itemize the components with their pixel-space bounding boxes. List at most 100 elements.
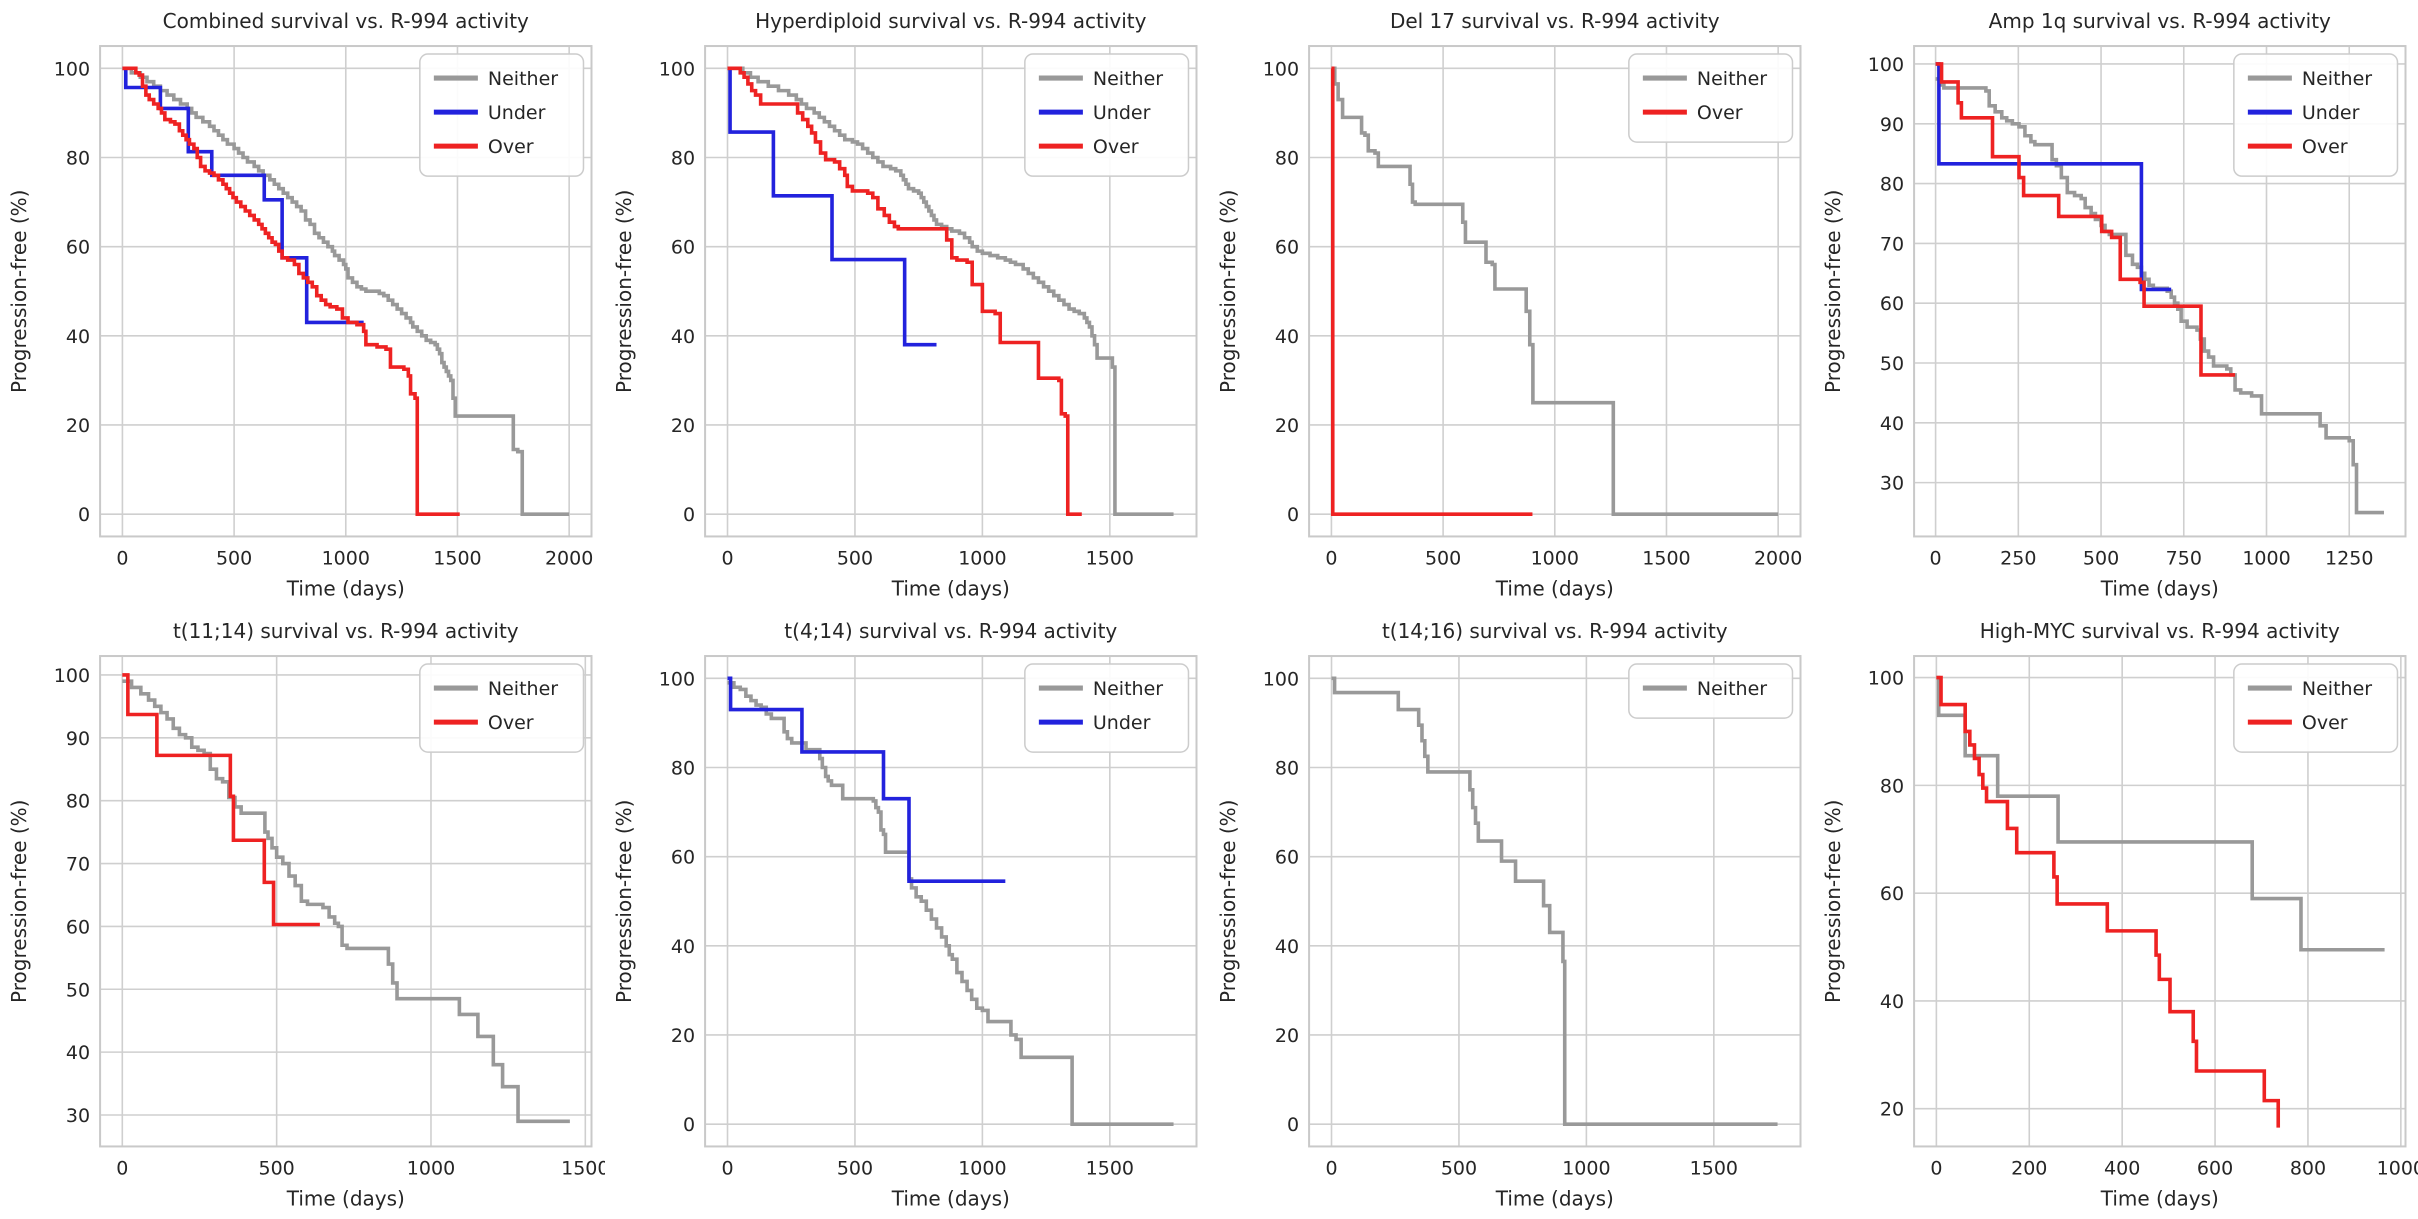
legend-label-over: Over — [1697, 102, 1743, 124]
legend-label-neither: Neither — [2301, 68, 2371, 90]
x-tick-label: 800 — [2289, 1157, 2325, 1179]
y-tick-label: 80 — [1879, 174, 1903, 196]
x-tick-label: 1250 — [2325, 547, 2373, 569]
x-tick-label: 0 — [1325, 547, 1337, 569]
x-tick-label: 1000 — [2376, 1157, 2418, 1179]
legend: Neither Under — [1024, 664, 1188, 752]
x-axis-label: Time (days) — [890, 1186, 1009, 1210]
y-tick-label: 60 — [1275, 846, 1299, 868]
y-tick-label: 100 — [54, 58, 90, 80]
y-tick-label: 60 — [66, 916, 90, 938]
legend-label-under: Under — [2301, 102, 2359, 124]
legend: Neither — [1629, 664, 1793, 718]
y-tick-label: 80 — [670, 147, 694, 169]
legend-label-neither: Neither — [1697, 678, 1767, 700]
legend-label-neither: Neither — [1092, 678, 1162, 700]
y-tick-label: 100 — [658, 58, 694, 80]
x-tick-label: 1500 — [1690, 1157, 1738, 1179]
chart-title: Combined survival vs. R-994 activity — [163, 9, 529, 33]
legend-label-neither: Neither — [488, 68, 558, 90]
y-tick-label: 40 — [66, 326, 90, 348]
y-axis-label: Progression-free (%) — [1821, 799, 1845, 1002]
x-tick-label: 500 — [259, 1157, 295, 1179]
y-tick-label: 100 — [1263, 668, 1299, 690]
y-axis-label: Progression-free (%) — [7, 799, 31, 1002]
y-tick-label: 0 — [1287, 504, 1299, 526]
y-tick-label: 80 — [670, 757, 694, 779]
y-tick-label: 20 — [1275, 1024, 1299, 1046]
y-tick-label: 80 — [66, 790, 90, 812]
legend-label-neither: Neither — [1092, 68, 1162, 90]
y-tick-label: 40 — [670, 935, 694, 957]
y-tick-label: 30 — [1879, 473, 1903, 495]
x-tick-label: 1500 — [433, 547, 481, 569]
y-tick-label: 80 — [1275, 147, 1299, 169]
x-tick-label: 500 — [836, 547, 872, 569]
legend-label-over: Over — [488, 136, 534, 158]
y-tick-label: 100 — [1263, 58, 1299, 80]
x-tick-label: 500 — [216, 547, 252, 569]
y-tick-label: 0 — [78, 504, 90, 526]
chart-title: t(14;16) survival vs. R-994 activity — [1382, 619, 1728, 643]
x-tick-label: 0 — [116, 1157, 128, 1179]
x-tick-label: 1000 — [958, 547, 1006, 569]
x-axis-label: Time (days) — [286, 576, 405, 600]
x-tick-label: 400 — [2104, 1157, 2140, 1179]
x-tick-label: 2000 — [1754, 547, 1802, 569]
x-tick-label: 250 — [2000, 547, 2036, 569]
legend-label-over: Over — [488, 712, 534, 734]
x-tick-label: 1000 — [322, 547, 370, 569]
y-tick-label: 0 — [1287, 1114, 1299, 1136]
x-tick-label: 750 — [2165, 547, 2201, 569]
legend: Neither Over — [420, 664, 584, 752]
legend-label-over: Over — [2301, 136, 2347, 158]
y-tick-label: 40 — [66, 1042, 90, 1064]
y-tick-label: 100 — [1867, 54, 1903, 76]
y-tick-label: 20 — [1879, 1098, 1903, 1120]
y-tick-label: 60 — [670, 237, 694, 259]
x-tick-label: 0 — [721, 547, 733, 569]
legend-label-neither: Neither — [1697, 68, 1767, 90]
x-tick-label: 500 — [2082, 547, 2118, 569]
y-tick-label: 60 — [1879, 293, 1903, 315]
y-tick-label: 0 — [682, 504, 694, 526]
y-tick-label: 20 — [670, 1024, 694, 1046]
y-axis-label: Progression-free (%) — [612, 799, 636, 1002]
chart-title: Hyperdiploid survival vs. R-994 activity — [755, 9, 1147, 33]
legend-label-under: Under — [1092, 102, 1150, 124]
x-axis-label: Time (days) — [890, 576, 1009, 600]
y-tick-label: 50 — [1879, 353, 1903, 375]
y-tick-label: 60 — [1275, 237, 1299, 259]
chart-title: t(4;14) survival vs. R-994 activity — [784, 619, 1117, 643]
x-tick-label: 0 — [721, 1157, 733, 1179]
legend-label-over: Over — [2301, 712, 2347, 734]
legend-label-neither: Neither — [488, 678, 558, 700]
legend: Neither Under Over — [2233, 54, 2397, 176]
x-tick-label: 500 — [1441, 1157, 1477, 1179]
legend-label-under: Under — [1092, 712, 1150, 734]
chart-svg: 0200400600800100020406080100High-MYC sur… — [1814, 610, 2418, 1219]
y-axis-label: Progression-free (%) — [612, 190, 636, 393]
y-tick-label: 0 — [682, 1114, 694, 1136]
y-tick-label: 100 — [54, 664, 90, 686]
y-tick-label: 40 — [670, 326, 694, 348]
x-tick-label: 0 — [1929, 547, 1941, 569]
x-tick-label: 1000 — [958, 1157, 1006, 1179]
x-tick-label: 500 — [836, 1157, 872, 1179]
y-tick-label: 90 — [1879, 114, 1903, 136]
y-axis-label: Progression-free (%) — [1821, 190, 1845, 393]
x-tick-label: 0 — [1325, 1157, 1337, 1179]
chart-title: Amp 1q survival vs. R-994 activity — [1988, 9, 2330, 33]
y-axis-label: Progression-free (%) — [7, 190, 31, 393]
